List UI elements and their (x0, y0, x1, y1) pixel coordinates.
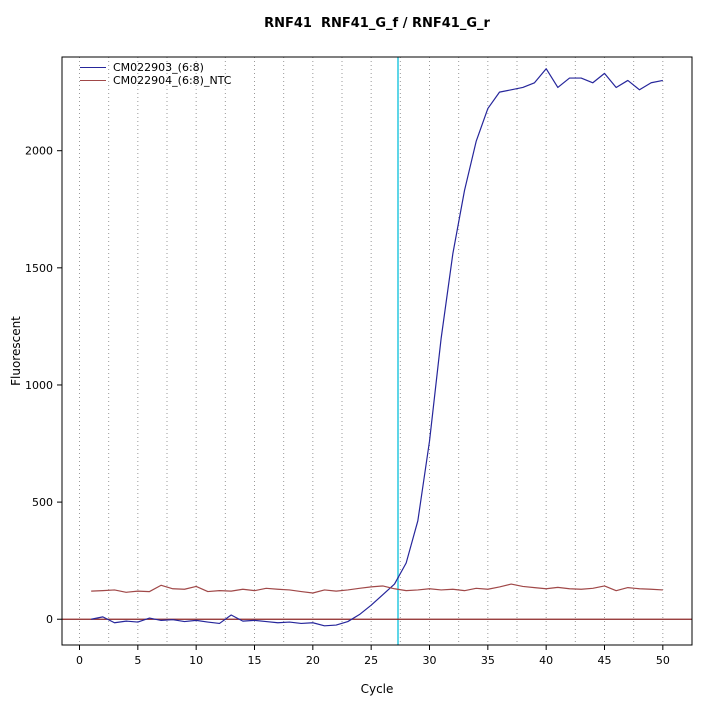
legend-item-sample: CM022903_(6:8) (80, 61, 231, 74)
plot-border (61, 56, 693, 646)
x-tick-label: 25 (364, 654, 378, 667)
legend-line-ntc-icon (80, 80, 106, 81)
x-tick-label: 50 (656, 654, 670, 667)
x-tick-label: 15 (248, 654, 262, 667)
x-tick-label: 5 (134, 654, 141, 667)
x-tick-label: 10 (189, 654, 203, 667)
y-tick-label: 2000 (25, 145, 53, 158)
legend-line-sample-icon (80, 67, 106, 68)
legend-label-sample: CM022903_(6:8) (113, 61, 204, 74)
x-tick-label: 20 (306, 654, 320, 667)
y-tick-label: 1500 (25, 262, 53, 275)
y-tick-label: 1000 (25, 379, 53, 392)
x-tick-label: 35 (481, 654, 495, 667)
legend: CM022903_(6:8) CM022904_(6:8)_NTC (80, 61, 231, 87)
y-axis-label: Fluorescent (9, 316, 23, 386)
legend-label-ntc: CM022904_(6:8)_NTC (113, 74, 232, 87)
chart-title: RNF41 RNF41_G_f / RNF41_G_r (264, 16, 490, 31)
legend-item-ntc: CM022904_(6:8)_NTC (80, 74, 231, 87)
x-tick-label: 40 (539, 654, 553, 667)
series-line-0 (91, 68, 663, 627)
x-tick-label: 45 (598, 654, 612, 667)
y-tick-label: 0 (46, 613, 53, 626)
x-axis-label: Cycle (360, 682, 394, 696)
x-tick-label: 0 (76, 654, 83, 667)
series-line-1 (91, 583, 663, 594)
y-tick-label: 500 (32, 496, 53, 509)
x-tick-label: 30 (423, 654, 437, 667)
